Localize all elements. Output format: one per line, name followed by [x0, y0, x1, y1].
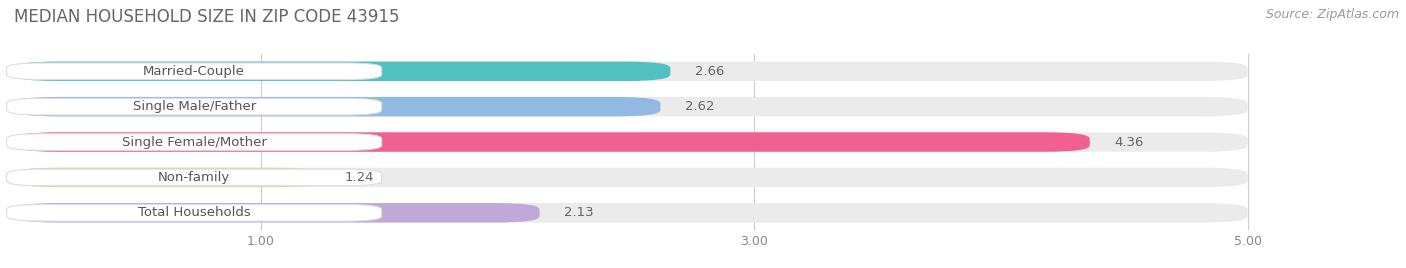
FancyBboxPatch shape	[14, 168, 1247, 187]
Text: Single Male/Father: Single Male/Father	[132, 100, 256, 113]
Text: Married-Couple: Married-Couple	[143, 65, 245, 78]
FancyBboxPatch shape	[14, 62, 671, 81]
Text: Single Female/Mother: Single Female/Mother	[122, 136, 267, 148]
Text: 2.62: 2.62	[685, 100, 714, 113]
FancyBboxPatch shape	[7, 204, 381, 221]
FancyBboxPatch shape	[14, 97, 1247, 116]
FancyBboxPatch shape	[14, 132, 1090, 152]
Text: 1.24: 1.24	[344, 171, 374, 184]
FancyBboxPatch shape	[14, 203, 540, 222]
FancyBboxPatch shape	[14, 168, 321, 187]
Text: Non-family: Non-family	[157, 171, 231, 184]
Text: 4.36: 4.36	[1115, 136, 1143, 148]
Text: Source: ZipAtlas.com: Source: ZipAtlas.com	[1265, 8, 1399, 21]
Text: 2.13: 2.13	[564, 206, 593, 219]
Text: 2.66: 2.66	[695, 65, 724, 78]
FancyBboxPatch shape	[14, 203, 1247, 222]
FancyBboxPatch shape	[7, 98, 381, 115]
FancyBboxPatch shape	[7, 169, 381, 186]
FancyBboxPatch shape	[7, 63, 381, 80]
Text: Total Households: Total Households	[138, 206, 250, 219]
FancyBboxPatch shape	[14, 132, 1247, 152]
FancyBboxPatch shape	[7, 134, 381, 150]
FancyBboxPatch shape	[14, 62, 1247, 81]
FancyBboxPatch shape	[14, 97, 661, 116]
Text: MEDIAN HOUSEHOLD SIZE IN ZIP CODE 43915: MEDIAN HOUSEHOLD SIZE IN ZIP CODE 43915	[14, 8, 399, 26]
